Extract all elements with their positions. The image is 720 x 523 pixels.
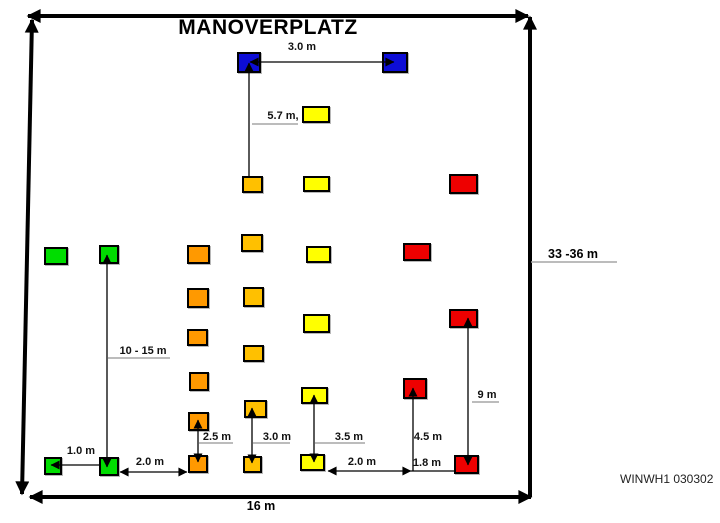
border-arrow xyxy=(15,18,39,496)
dimension-label: 5.7 m, xyxy=(267,110,298,122)
width-dimension-label: 16 m xyxy=(246,499,276,513)
marker-green xyxy=(44,247,68,265)
marker-yellow xyxy=(303,176,330,192)
document-id-text: WINWH1 030302 xyxy=(620,472,714,486)
field-border-arrows xyxy=(15,9,537,504)
marker-yellow xyxy=(302,106,330,123)
dimension-labels: 3.0 m 5.7 m, 10 - 15 m 2.5 m 3.0 m 3.5 m 4.5 m… xyxy=(67,41,497,469)
dimension-label: 1.0 m xyxy=(67,445,95,457)
marker-orange xyxy=(187,288,209,308)
marker-red xyxy=(449,174,478,194)
marker-red xyxy=(454,455,479,474)
dimension-label: 2.0 m xyxy=(136,456,164,468)
dimension-label: 10 - 15 m xyxy=(119,345,166,357)
marker-orange xyxy=(189,372,209,391)
marker-amber xyxy=(243,345,264,362)
marker-amber xyxy=(244,400,267,418)
marker-yellow xyxy=(303,314,330,333)
marker-amber xyxy=(241,234,263,252)
dimension-label: 3.5 m xyxy=(335,431,363,443)
dimension-label: 1.8 m xyxy=(413,457,441,469)
marker-red xyxy=(403,378,427,399)
dimension-label: 4.5 m xyxy=(414,431,442,443)
dimension-label: 2.0 m xyxy=(348,456,376,468)
marker-amber xyxy=(242,176,263,193)
marker-red xyxy=(449,309,478,328)
dimension-label: 3.0 m xyxy=(263,431,291,443)
marker-amber xyxy=(243,287,264,307)
marker-red xyxy=(403,243,431,261)
marker-green xyxy=(99,457,119,476)
marker-yellow xyxy=(300,454,325,471)
dimension-label: 2.5 m xyxy=(203,431,231,443)
label-leader-lines xyxy=(108,123,617,444)
page-title: MANÖVERPLATZ xyxy=(178,16,358,39)
marker-green xyxy=(99,245,119,264)
height-dimension-label: 33 -36 m xyxy=(548,247,599,261)
marker-yellow xyxy=(306,246,331,263)
marker-orange xyxy=(187,245,210,264)
dimension-lines xyxy=(50,57,473,477)
dimension-label: 9 m xyxy=(478,389,497,401)
dimension-label: 3.0 m xyxy=(288,41,316,53)
marker-green xyxy=(44,457,62,475)
marker-orange xyxy=(187,329,208,346)
